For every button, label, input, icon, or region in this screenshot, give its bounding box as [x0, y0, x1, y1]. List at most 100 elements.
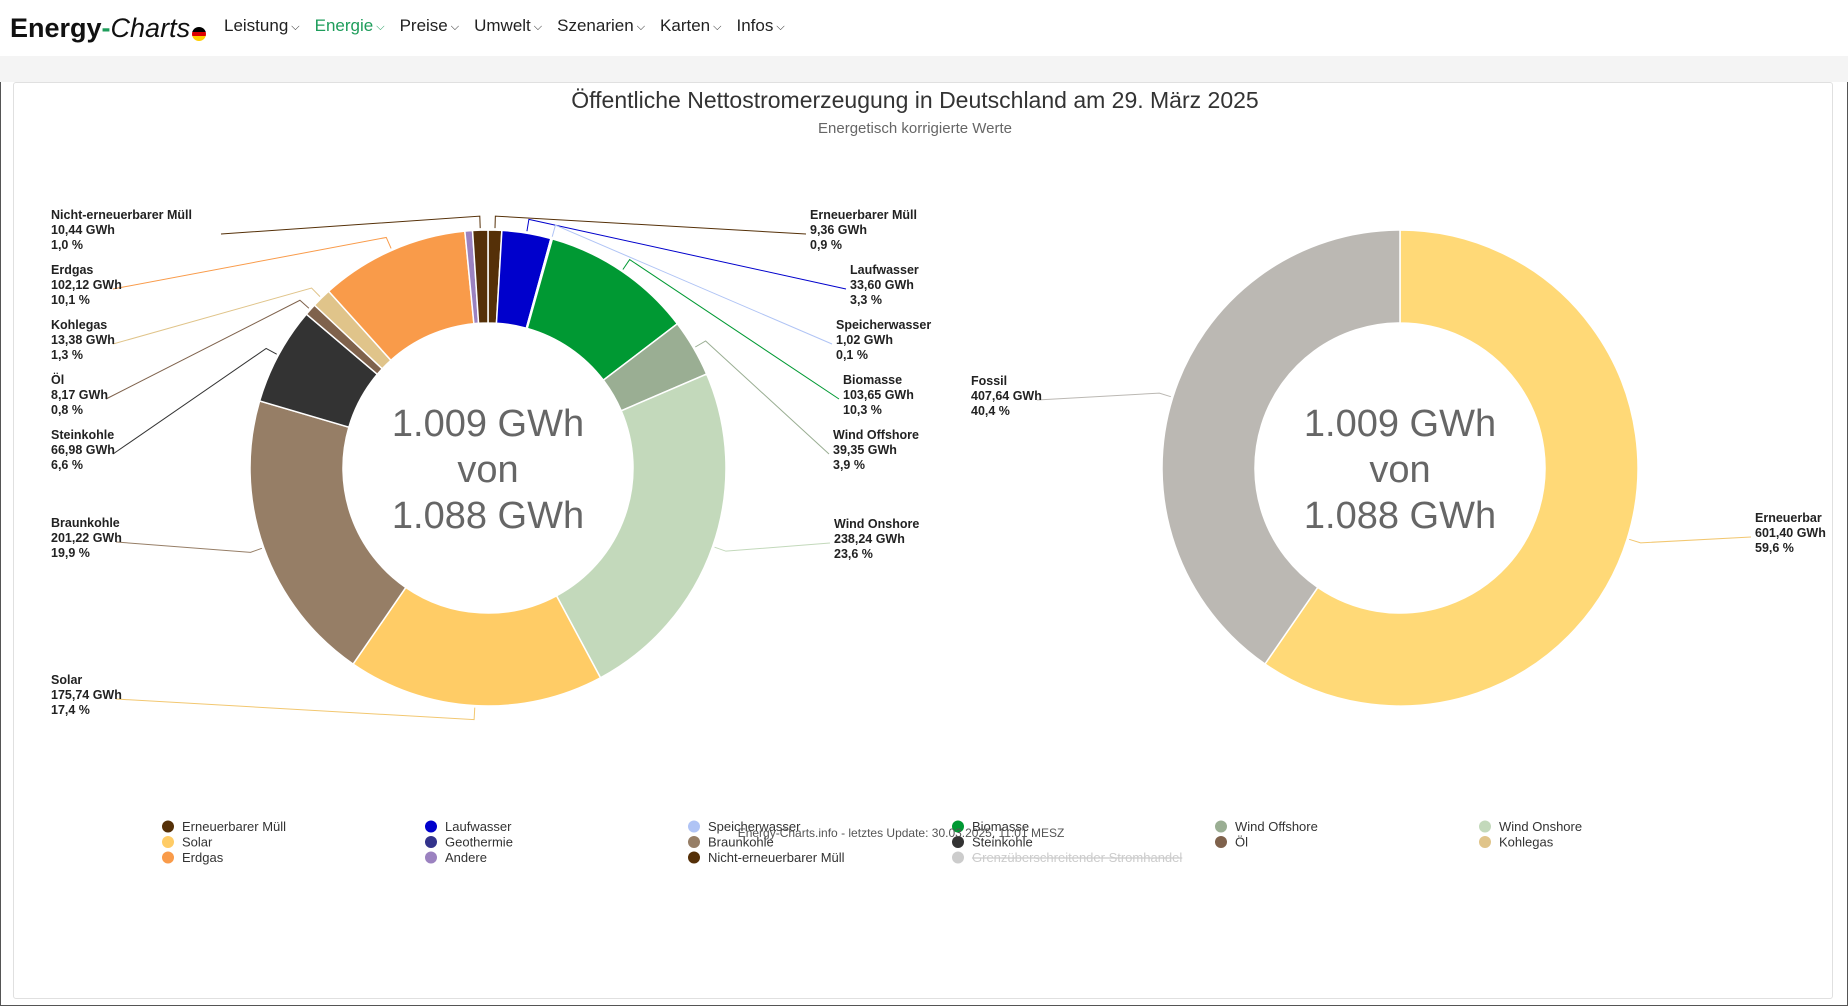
nav-label: Infos: [736, 16, 774, 35]
legend-item-biomasse[interactable]: Biomasse: [952, 819, 1029, 834]
donut-chart-renewable-fossil: [1161, 229, 1639, 707]
legend-item-kohlegas[interactable]: Kohlegas: [1479, 835, 1554, 850]
slice-erneuerbar[interactable]: [1263, 229, 1639, 707]
brand-dash: -: [101, 13, 111, 43]
chart-subtitle: Energetisch korrigierte Werte: [818, 120, 1012, 137]
data-label-braunkohle: Braunkohle 201,22 GWh 19,9 %: [51, 516, 122, 560]
legend-item-speicherwasser[interactable]: Speicherwasser: [688, 819, 801, 834]
germany-flag-icon: [192, 27, 207, 41]
nav-karten[interactable]: Karten ⌵: [660, 14, 721, 39]
nav-szenarien[interactable]: Szenarien ⌵: [557, 14, 645, 39]
data-label-fossil: Fossil 407,64 GWh 40,4 %: [971, 374, 1042, 418]
legend-item-braunkohle[interactable]: Braunkohle: [688, 835, 774, 850]
label-value: 9,36 GWh: [810, 223, 867, 237]
legend-label: Speicherwasser: [708, 819, 801, 834]
chevron-down-icon: ⌵: [376, 21, 385, 33]
slice-wind-onshore[interactable]: [555, 373, 727, 679]
nav-energie[interactable]: Energie ⌵: [315, 14, 385, 39]
nav-label: Preise: [399, 16, 448, 35]
legend-symbol: [688, 851, 700, 864]
nav-infos[interactable]: Infos ⌵: [736, 14, 784, 39]
label-value: 13,38 GWh: [51, 333, 115, 347]
navbar: Energy-Charts Leistung ⌵ Energie ⌵ Preise ⌵…: [0, 0, 1848, 56]
data-labels-renewable-fossil: Erneuerbar 601,40 GWh 59,6 % Fossil 407,64 G…: [971, 374, 1826, 555]
chevron-down-icon: ⌵: [450, 21, 460, 33]
chevron-down-icon: ⌵: [776, 21, 785, 33]
slice-braunkohle[interactable]: [249, 400, 407, 666]
legend-symbol: [952, 851, 964, 864]
legend-item-oel[interactable]: Öl: [1215, 835, 1248, 850]
slice-fossil[interactable]: [1161, 229, 1401, 666]
legend-item-geothermie[interactable]: Geothermie: [425, 835, 513, 850]
connector-wind-onshore: [714, 542, 831, 552]
donut-center-generation: 1.009 GWh von 1.088 GWh: [392, 403, 584, 537]
label-percent: 3,3 %: [850, 293, 882, 307]
nav-label: Energie: [314, 16, 374, 35]
legend-symbol: [162, 851, 174, 864]
center-max: 1.088 GWh: [1304, 495, 1496, 537]
legend-item-solar[interactable]: Solar: [162, 835, 213, 850]
nav-umwelt[interactable]: Umwelt ⌵: [474, 14, 542, 39]
slice-nicht-erneuerbarer-muell[interactable]: [471, 229, 489, 325]
center-total: 1.009 GWh: [392, 403, 584, 445]
label-percent: 17,4 %: [51, 703, 90, 717]
label-percent: 6,6 %: [51, 458, 83, 472]
brand-logo[interactable]: Energy-Charts: [10, 12, 207, 44]
connector-erdgas: [112, 236, 392, 290]
center-max: 1.088 GWh: [392, 495, 584, 537]
connector-biomasse: [622, 258, 840, 400]
legend-label: Solar: [182, 835, 213, 850]
donut-chart-generation: [249, 229, 727, 707]
connector-steinkohle: [112, 347, 277, 455]
connector-oel: [105, 299, 310, 400]
brand-part1: Energy: [10, 13, 102, 43]
connector-wind-offshore: [695, 340, 830, 455]
donut-center-renewable-fossil: 1.009 GWh von 1.088 GWh: [1304, 403, 1496, 537]
legend-symbol: [1215, 836, 1227, 848]
legend-item-andere[interactable]: Andere: [425, 850, 487, 865]
label-name: Laufwasser: [850, 263, 919, 277]
legend-label: Öl: [1235, 835, 1248, 850]
main-nav: Leistung ⌵ Energie ⌵ Preise ⌵ Umwelt ⌵ Szena…: [224, 14, 800, 39]
data-label-speicherwasser: Speicherwasser 1,02 GWh 0,1 %: [836, 318, 931, 362]
label-percent: 10,3 %: [843, 403, 882, 417]
chevron-down-icon: ⌵: [291, 21, 300, 33]
label-percent: 3,9 %: [833, 458, 865, 472]
legend-symbol: [425, 820, 437, 833]
connector-speicherwasser: [551, 224, 833, 345]
data-label-erneuerbarer-muell: Erneuerbarer Müll 9,36 GWh 0,9 %: [810, 208, 917, 252]
legend-item-wind-onshore[interactable]: Wind Onshore: [1479, 819, 1582, 834]
legend-item-wind-offshore[interactable]: Wind Offshore: [1215, 819, 1318, 834]
slice-solar[interactable]: [352, 586, 602, 707]
connector-fossil: [1036, 392, 1171, 401]
center-von: von: [1369, 449, 1430, 491]
label-value: 8,17 GWh: [51, 388, 108, 402]
chart-svg: Öffentliche Nettostromerzeugung in Deuts…: [51, 87, 1826, 865]
data-label-erneuerbar: Erneuerbar 601,40 GWh 59,6 %: [1755, 511, 1826, 555]
chevron-down-icon: ⌵: [533, 21, 543, 33]
center-total: 1.009 GWh: [1304, 403, 1496, 445]
legend-symbol: [162, 836, 174, 848]
label-percent: 23,6 %: [834, 547, 873, 561]
legend-symbol: [952, 820, 964, 833]
label-percent: 10,1 %: [51, 293, 90, 307]
nav-preise[interactable]: Preise ⌵: [400, 14, 460, 39]
legend-item-erneuerbarer-muell[interactable]: Erneuerbarer Müll: [162, 819, 286, 834]
data-label-biomasse: Biomasse 103,65 GWh 10,3 %: [843, 373, 914, 417]
nav-label: Karten: [660, 16, 711, 35]
legend-label: Andere: [445, 850, 487, 865]
brand-part2: Charts: [110, 13, 191, 43]
legend-item-grenzueberschreitender-stromhandel[interactable]: Grenzüberschreitender Stromhandel: [952, 850, 1182, 865]
legend-item-steinkohle[interactable]: Steinkohle: [952, 835, 1033, 850]
legend-label: Geothermie: [445, 835, 513, 850]
nav-leistung[interactable]: Leistung ⌵: [224, 14, 300, 39]
chart-credits[interactable]: Energy-Charts.info - letztes Update: 30.…: [738, 826, 1065, 840]
legend-label: Grenzüberschreitender Stromhandel: [972, 850, 1182, 865]
legend-item-nicht-erneuerbarer-muell[interactable]: Nicht-erneuerbarer Müll: [688, 850, 845, 865]
label-name: Kohlegas: [51, 318, 107, 332]
legend-item-erdgas[interactable]: Erdgas: [162, 850, 224, 865]
legend-symbol: [1479, 836, 1491, 848]
legend-item-laufwasser[interactable]: Laufwasser: [425, 819, 512, 834]
data-label-kohlegas: Kohlegas 13,38 GWh 1,3 %: [51, 318, 115, 362]
label-percent: 59,6 %: [1755, 541, 1794, 555]
